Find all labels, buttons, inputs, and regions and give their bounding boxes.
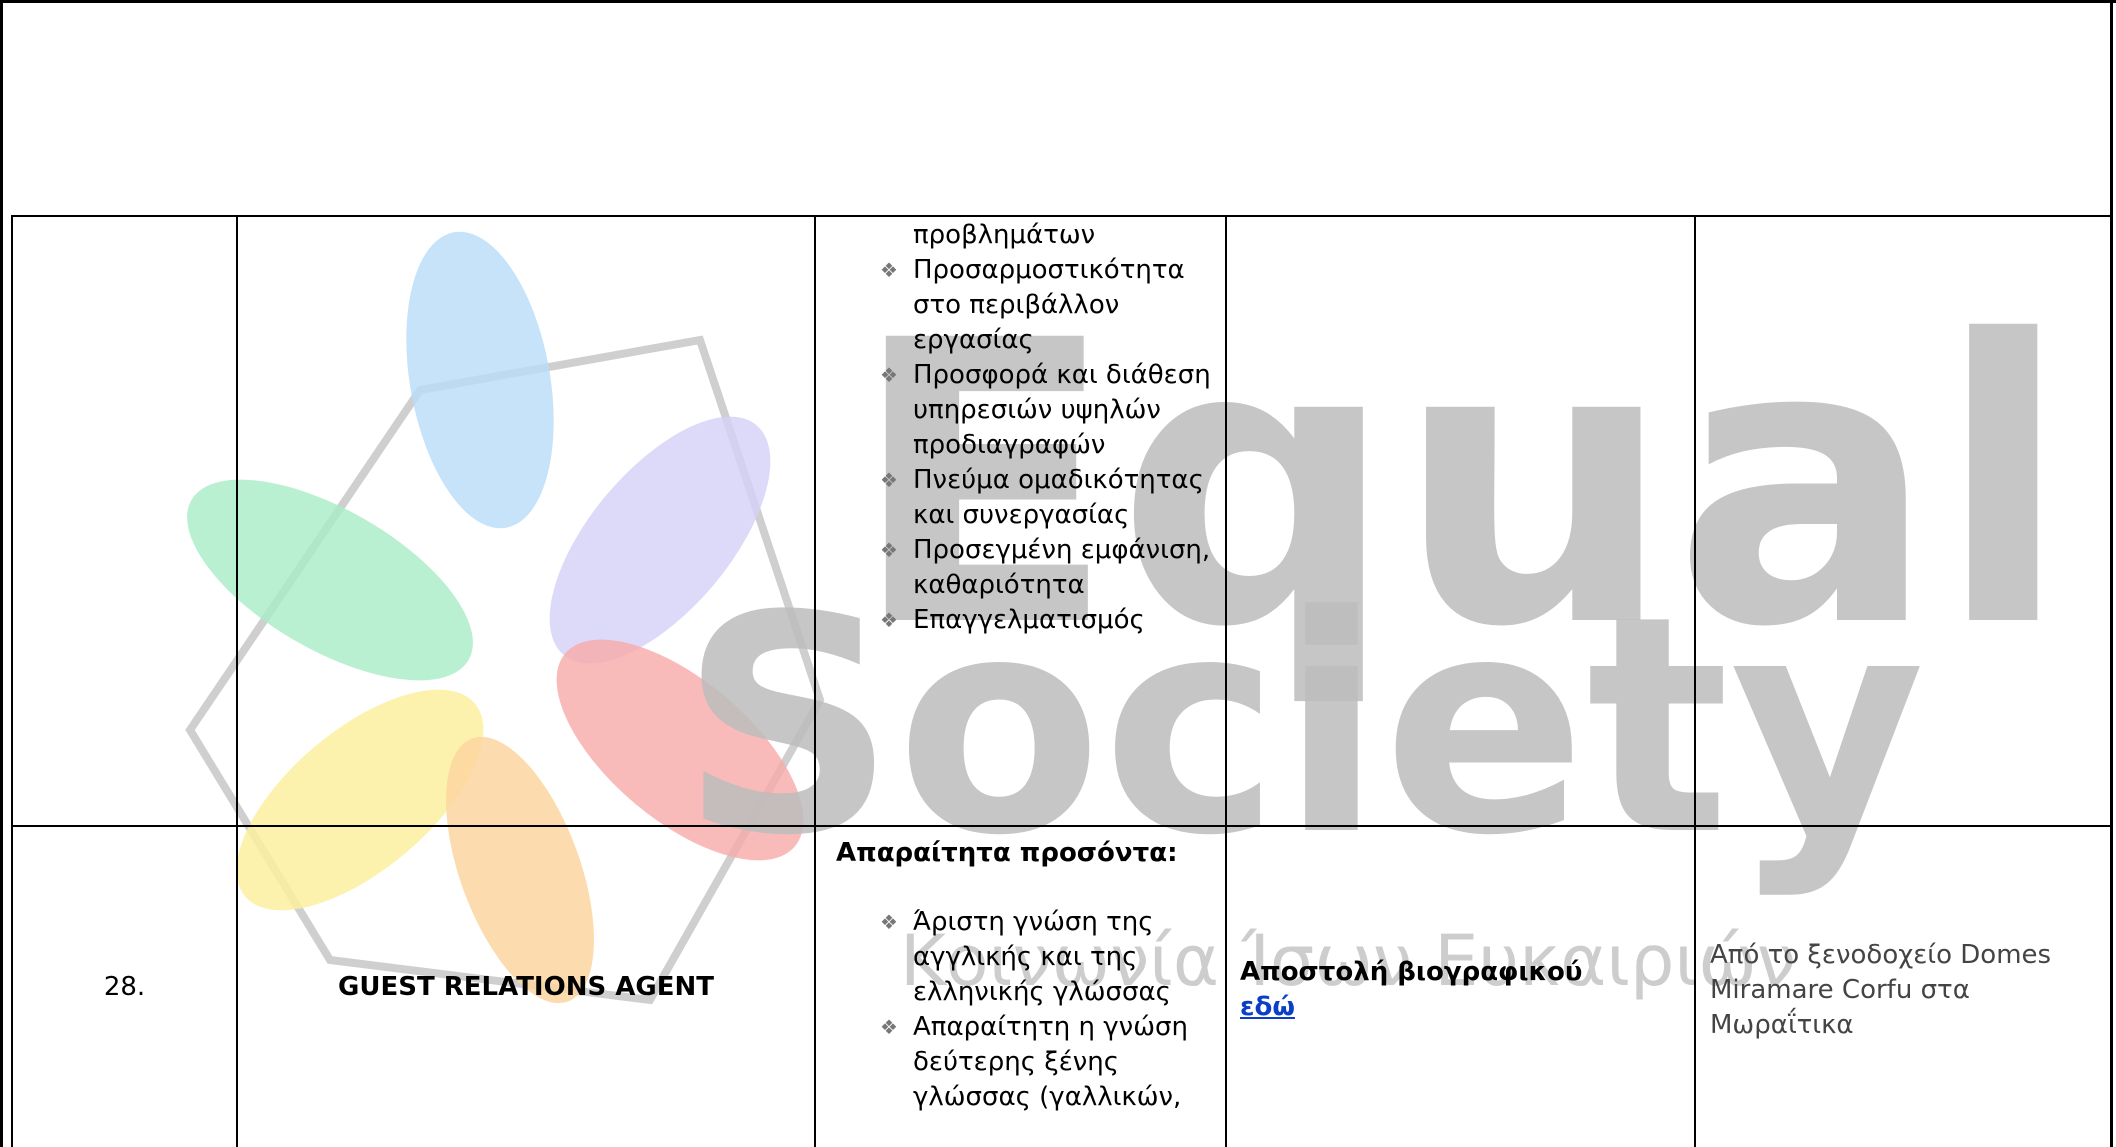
list-item: ❖ Απαραίτητη η γνώση δεύτερης ξένης γλώσσ… bbox=[880, 1012, 1188, 1112]
item-text: Προσαρμοστικότητα στο περιβάλλον εργασία… bbox=[913, 255, 1185, 355]
border bbox=[0, 0, 2116, 3]
location: Από το ξενοδοχείο Domes Miramare Corfu σ… bbox=[1710, 940, 2052, 1040]
list-item: ❖ Άριστη γνώση της αγγλικής και της ελλην… bbox=[880, 907, 1171, 1007]
list-item: ❖ Προσαρμοστικότητα στο περιβάλλον εργασί… bbox=[880, 255, 1185, 355]
item-text: Άριστη γνώση της αγγλικής και της ελληνι… bbox=[913, 907, 1171, 1007]
item-text: Επαγγελματισμός bbox=[913, 605, 1145, 635]
col-rule bbox=[1694, 215, 1696, 1147]
border bbox=[0, 0, 3, 1147]
requirements-cell: ❖ Άριστη γνώση της αγγλικής και της ελλην… bbox=[880, 905, 1213, 1115]
job-title: GUEST RELATIONS AGENT bbox=[338, 972, 714, 1002]
col-rule bbox=[814, 215, 816, 1147]
list-item: ❖ Επαγγελματισμός bbox=[880, 605, 1145, 635]
apply-cell: Αποστολή βιογραφικού εδώ bbox=[1240, 955, 1680, 1025]
col-rule bbox=[1225, 215, 1227, 1147]
item-text: Προσεγμένη εμφάνιση, καθαριότητα bbox=[913, 535, 1211, 600]
watermark-word: Equal bbox=[850, 258, 2070, 712]
list-item: ❖ Προσεγμένη εμφάνιση, καθαριότητα bbox=[880, 535, 1211, 600]
watermark-word: Society bbox=[680, 552, 1925, 901]
border bbox=[2110, 0, 2113, 1147]
list-item: ❖ Πνεύμα ομαδικότητας και συνεργασίας bbox=[880, 465, 1204, 530]
col-rule bbox=[11, 215, 13, 1147]
requirements-cell: προβλημάτων ❖ Προσαρμοστικότητα στο περιβ… bbox=[880, 218, 1213, 638]
requirements-heading: Απαραίτητα προσόντα: bbox=[836, 838, 1178, 868]
apply-text: Αποστολή βιογραφικού bbox=[1240, 957, 1583, 987]
apply-link[interactable]: εδώ bbox=[1240, 992, 1295, 1022]
item-text: προβλημάτων bbox=[913, 220, 1096, 250]
col-rule bbox=[236, 215, 238, 1147]
requirements-list: ❖ Άριστη γνώση της αγγλικής και της ελλην… bbox=[880, 905, 1213, 1115]
item-text: Πνεύμα ομαδικότητας και συνεργασίας bbox=[913, 465, 1204, 530]
requirements-list: προβλημάτων ❖ Προσαρμοστικότητα στο περιβ… bbox=[880, 218, 1213, 638]
item-text: Απαραίτητη η γνώση δεύτερης ξένης γλώσσα… bbox=[913, 1012, 1188, 1112]
list-item: ❖ Προσφορά και διάθεση υπηρεσιών υψηλών π… bbox=[880, 360, 1211, 460]
job-number: 28. bbox=[103, 972, 146, 1002]
watermark-tagline: Κοινωνία Ίσων Ευκαιριών bbox=[900, 920, 1796, 1002]
item-text: Προσφορά και διάθεση υπηρεσιών υψηλών πρ… bbox=[913, 360, 1211, 460]
row-rule bbox=[11, 215, 2113, 217]
list-item: προβλημάτων bbox=[880, 218, 1213, 253]
row-rule bbox=[11, 825, 2113, 827]
